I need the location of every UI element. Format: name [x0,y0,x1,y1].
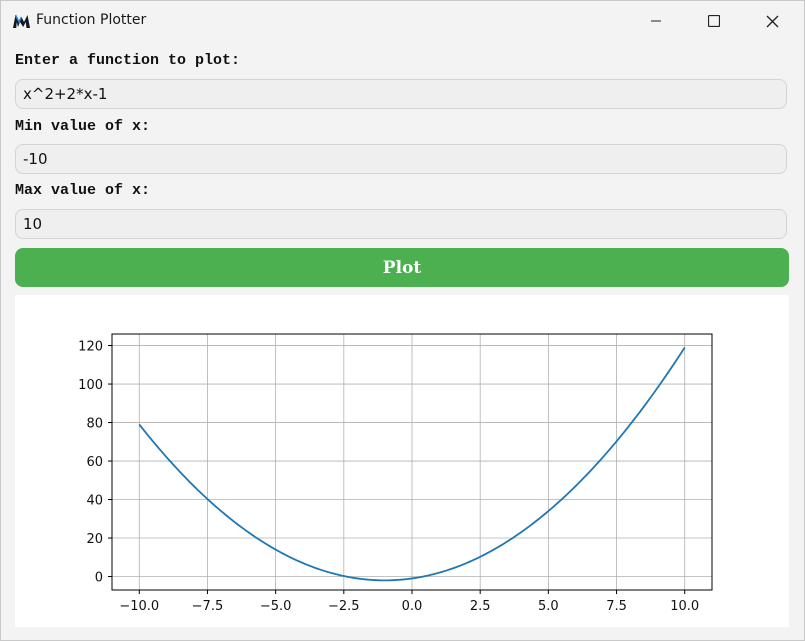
matplotlib-logo-icon [13,14,30,28]
min-x-label: Min value of x: [15,118,151,135]
minimize-icon [651,20,661,22]
y-tick-label: 20 [86,532,103,547]
function-chart: −10.0 −7.5 −5.0 −2.5 0.0 2.5 5.0 7.5 10.0 0 20 40 60… [78,333,713,614]
plot-button[interactable]: Plot [15,248,789,287]
title-bar[interactable]: Function Plotter [1,1,804,41]
max-x-label: Max value of x: [15,182,151,199]
x-tick-label: −7.5 [192,599,224,614]
x-tick-label: 10.0 [670,599,699,614]
minimize-button[interactable] [627,1,685,41]
x-tick-label: −5.0 [260,599,292,614]
y-tick-label: 40 [86,494,103,509]
close-icon [766,15,778,27]
maximize-button[interactable] [685,1,743,41]
y-tick-label: 0 [95,571,103,586]
y-tick-label: 60 [86,455,103,470]
y-tick-label: 100 [78,378,103,393]
y-tick-label: 80 [86,417,103,432]
x-tick-label: −2.5 [328,599,360,614]
x-tick-label: 0.0 [402,599,423,614]
close-button[interactable] [743,1,801,41]
y-tick-label: 120 [78,340,103,355]
window-title: Function Plotter [36,12,147,28]
function-label: Enter a function to plot: [15,52,241,69]
x-tick-label: 5.0 [538,599,559,614]
x-tick-label: 7.5 [606,599,627,614]
x-tick-label: −10.0 [119,599,159,614]
function-curve-line [138,346,686,582]
max-x-input[interactable]: 10 [15,209,787,239]
maximize-icon [708,15,720,27]
min-x-input[interactable]: -10 [15,144,787,174]
x-tick-label: 2.5 [470,599,491,614]
plot-canvas: −10.0 −7.5 −5.0 −2.5 0.0 2.5 5.0 7.5 10.0 0 20 40 60… [15,295,789,627]
function-input[interactable]: x^2+2*x-1 [15,79,787,109]
